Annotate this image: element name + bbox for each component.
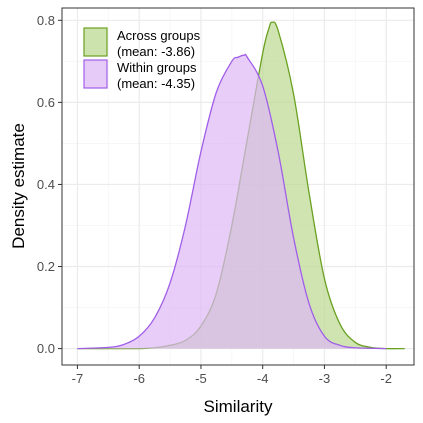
x-tick-label: -4 (257, 371, 269, 386)
x-tick-label: -3 (319, 371, 331, 386)
x-axis-title: Similarity (204, 397, 273, 416)
legend-key-within-groups (83, 59, 108, 89)
plot-panel-border (61, 7, 415, 366)
density-area-within-groups (77, 54, 387, 349)
y-tick-label: 0.2 (37, 259, 55, 274)
legend: Across groups (mean: -3.86) Within group… (83, 27, 201, 91)
x-tick-label: -2 (380, 371, 392, 386)
y-axis-ticks: 0.0 0.2 0.4 0.6 0.8 (37, 13, 62, 356)
density-area-within-groups-outline (77, 53, 387, 350)
legend-key-across-groups (83, 27, 108, 57)
x-tick-label: -6 (133, 371, 145, 386)
y-axis-title: Density estimate (9, 123, 28, 249)
legend-label-within-groups-line1: Within groups (117, 60, 197, 75)
y-tick-label: 0.6 (37, 95, 55, 110)
legend-label-across-groups-line2: (mean: -3.86) (117, 44, 195, 59)
y-tick-label: 0.0 (37, 341, 55, 356)
legend-label-across-groups-line1: Across groups (117, 28, 201, 43)
y-tick-label: 0.4 (37, 177, 55, 192)
x-axis-ticks: -7 -6 -5 -4 -3 -2 (72, 365, 392, 386)
legend-label-within-groups-line2: (mean: -4.35) (117, 76, 195, 91)
y-tick-label: 0.8 (37, 13, 55, 28)
x-tick-label: -5 (195, 371, 207, 386)
x-tick-label: -7 (72, 371, 84, 386)
density-areas (77, 21, 405, 350)
